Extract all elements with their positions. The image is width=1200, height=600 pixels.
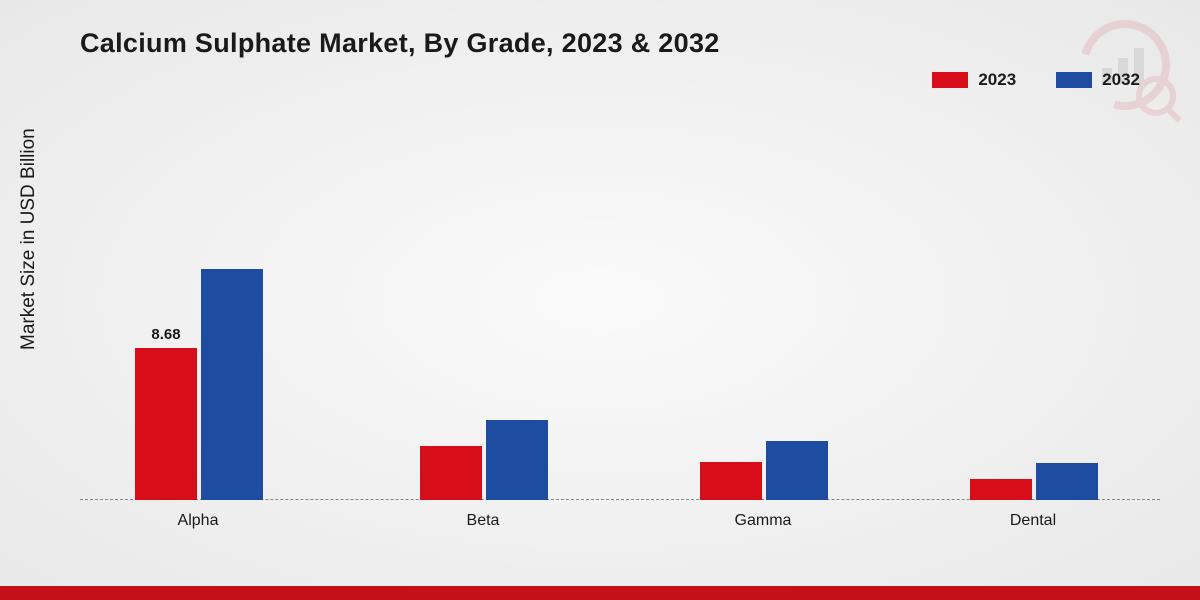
legend-label-2023: 2023 [978, 70, 1016, 90]
bar-value-label-alpha-2023: 8.68 [151, 326, 180, 343]
bar-gamma-2023 [700, 462, 762, 501]
x-tick-beta: Beta [467, 512, 500, 530]
legend: 2023 2032 [932, 70, 1140, 90]
legend-swatch-2032 [1056, 72, 1092, 88]
bar-beta-2032 [486, 420, 548, 501]
x-tick-gamma: Gamma [735, 512, 792, 530]
chart-title: Calcium Sulphate Market, By Grade, 2023 … [80, 28, 720, 59]
x-tick-dental: Dental [1010, 512, 1056, 530]
bar-group-beta [420, 420, 548, 501]
bar-alpha-2032 [201, 269, 263, 500]
bar-group-gamma [700, 441, 828, 501]
legend-label-2032: 2032 [1102, 70, 1140, 90]
x-tick-alpha: Alpha [178, 512, 219, 530]
bar-group-dental [970, 463, 1098, 500]
bar-gamma-2032 [766, 441, 828, 501]
bar-alpha-2023: 8.68 [135, 348, 197, 500]
legend-swatch-2023 [932, 72, 968, 88]
footer-accent-bar [0, 586, 1200, 600]
y-axis-label: Market Size in USD Billion [18, 128, 40, 350]
bar-group-alpha: 8.68 [135, 269, 263, 500]
bar-dental-2023 [970, 479, 1032, 500]
bar-beta-2023 [420, 446, 482, 500]
chart-plot-area: 8.68 Alpha Beta Gamma Dental [80, 150, 1160, 530]
legend-item-2023: 2023 [932, 70, 1016, 90]
bar-dental-2032 [1036, 463, 1098, 500]
brand-logo-watermark [1080, 20, 1170, 110]
legend-item-2032: 2032 [1056, 70, 1140, 90]
